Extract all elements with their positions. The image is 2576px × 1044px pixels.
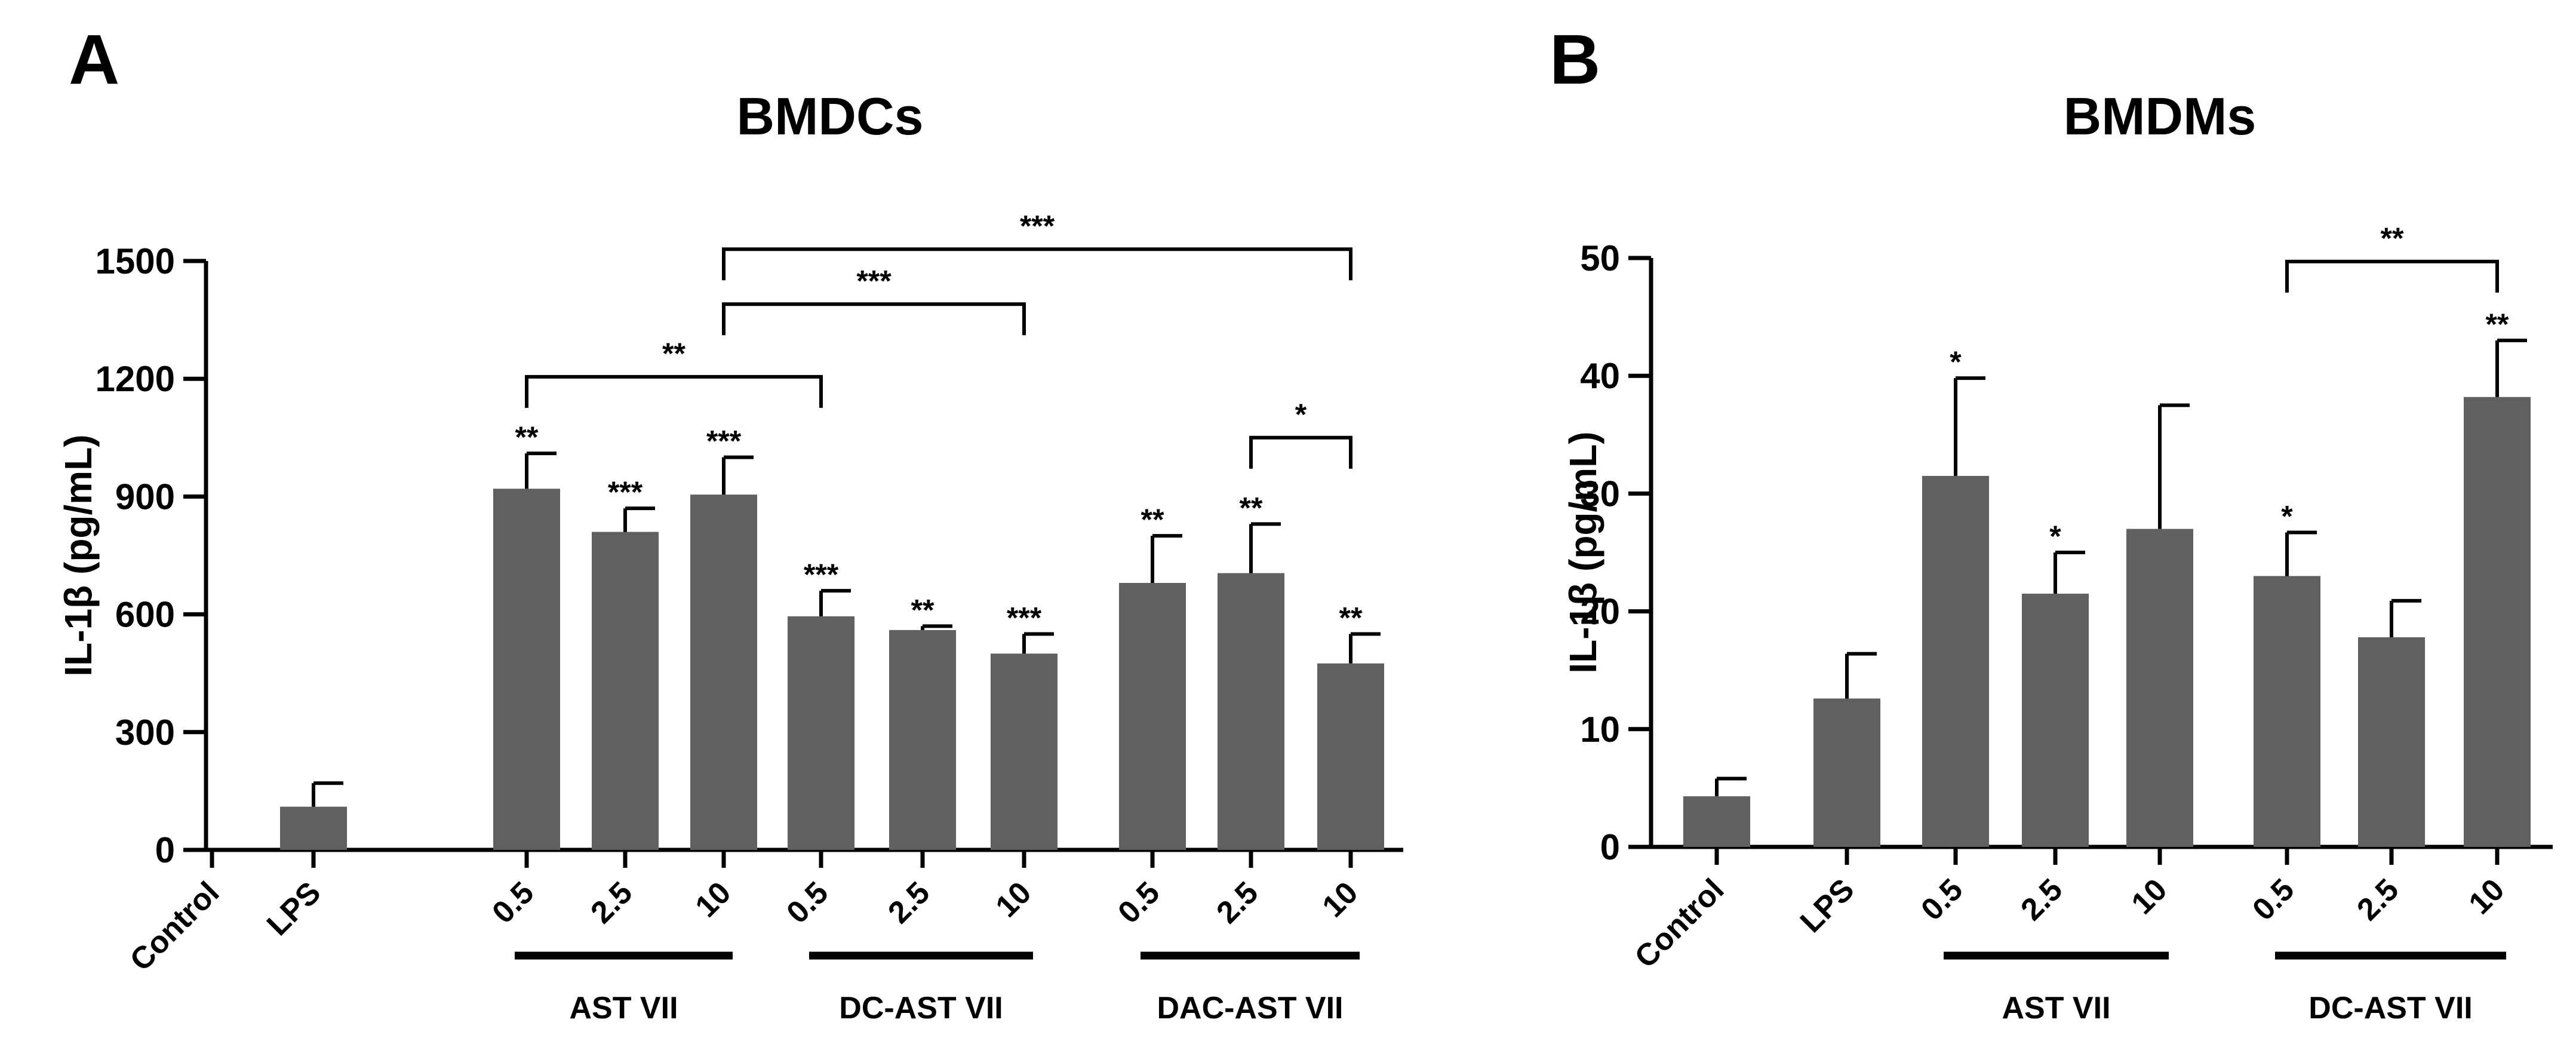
y-tick-label: 40	[1580, 356, 1620, 396]
bar	[1922, 475, 1989, 847]
significance-label: ***	[1007, 601, 1042, 634]
x-tick-label: Control	[1628, 872, 1731, 975]
significance-label: **	[1141, 503, 1164, 536]
panel-a-bmdcs: A BMDCs IL-1β (pg/mL) 0 300 600 900 1200 1500 Con…	[57, 20, 1403, 1025]
bar	[1683, 796, 1750, 847]
bar	[592, 532, 659, 850]
y-tick-label: 10	[1580, 710, 1620, 750]
x-tick-label: LPS	[1794, 872, 1861, 939]
bar	[690, 495, 757, 850]
significance-label: **	[515, 420, 539, 454]
x-tick-label: 10	[989, 875, 1038, 924]
x-tick-label: 2.5	[2350, 872, 2405, 927]
bar	[788, 616, 854, 850]
x-tick-label: Control	[124, 875, 226, 978]
panel-letter: B	[1550, 20, 1600, 99]
x-tick-label: 0.5	[1914, 872, 1969, 927]
bar	[280, 806, 347, 850]
y-tick-label: 50	[1580, 238, 1620, 278]
y-axis-label: IL-1β (pg/mL)	[1561, 431, 1604, 673]
x-tick-label: 0.5	[485, 875, 540, 930]
x-tick-label: 10	[689, 875, 738, 924]
x-tick-label: 10	[2463, 872, 2512, 921]
significance-label: ***	[804, 558, 839, 591]
bar	[889, 630, 956, 850]
group-label: AST VII	[569, 991, 678, 1025]
bar	[1218, 573, 1284, 850]
y-tick-label: 1500	[96, 241, 175, 281]
y-tick-label: 900	[115, 477, 175, 517]
x-tick-label: 0.5	[1111, 875, 1166, 930]
y-tick-label: 30	[1580, 474, 1620, 514]
significance-label: ***	[706, 425, 742, 458]
chart-title: BMDCs	[737, 87, 924, 146]
x-tick-label: 0.5	[2246, 872, 2301, 927]
x-tick-label: 10	[1316, 875, 1365, 924]
bar	[493, 489, 560, 850]
comparison-bracket	[722, 247, 1352, 281]
bar	[2022, 594, 2089, 847]
comparison-label: *	[1295, 398, 1307, 431]
x-tick-label: 2.5	[881, 875, 936, 930]
bar	[1317, 663, 1384, 850]
chart-title: BMDMs	[2064, 87, 2257, 146]
bar	[991, 653, 1058, 850]
group-label: AST VII	[2002, 991, 2110, 1025]
group-label: DAC-AST VII	[1157, 991, 1344, 1025]
comparison-bracket	[525, 374, 823, 408]
comparison-label: **	[2381, 222, 2404, 255]
x-tick-label: LPS	[260, 875, 328, 942]
bar	[1813, 698, 1880, 847]
y-tick-label: 600	[115, 595, 175, 635]
significance-label: **	[1240, 491, 1263, 524]
significance-label: ***	[608, 475, 643, 509]
comparison-label: ***	[1020, 209, 1055, 242]
comparison-label: ***	[856, 264, 892, 297]
bar	[1119, 583, 1186, 850]
significance-label: *	[2281, 499, 2293, 533]
y-axis-label: IL-1β (pg/mL)	[57, 434, 100, 676]
y-tick-label: 1200	[96, 359, 175, 399]
y-tick-label: 300	[115, 713, 175, 753]
panel-b-bmdms: B BMDMs IL-1β (pg/mL) 0 10 20 30 40 50 Control LPS…	[1550, 20, 2553, 1025]
bar	[2358, 637, 2425, 847]
significance-label: *	[1950, 345, 1962, 379]
comparison-bracket	[2285, 259, 2499, 293]
comparison-bracket	[1249, 435, 1352, 469]
y-tick-label: 0	[155, 830, 175, 870]
y-tick-label: 0	[1600, 827, 1620, 867]
bar	[2464, 397, 2531, 847]
panel-letter: A	[69, 20, 119, 99]
significance-label: **	[1339, 601, 1363, 634]
significance-label: **	[911, 593, 935, 627]
x-tick-label: 2.5	[2014, 872, 2069, 927]
significance-label: *	[2049, 520, 2061, 553]
significance-label: **	[2486, 308, 2509, 341]
comparison-bracket	[722, 302, 1026, 336]
y-tick-label: 20	[1580, 592, 1620, 632]
group-label: DC-AST VII	[839, 991, 1003, 1025]
bar	[2126, 529, 2193, 847]
group-label: DC-AST VII	[2308, 991, 2472, 1025]
x-tick-label: 10	[2125, 872, 2174, 921]
comparison-label: **	[662, 337, 686, 370]
x-tick-label: 0.5	[780, 875, 835, 930]
bar	[2254, 576, 2320, 847]
x-tick-label: 2.5	[1210, 875, 1265, 930]
x-tick-label: 2.5	[584, 875, 639, 930]
